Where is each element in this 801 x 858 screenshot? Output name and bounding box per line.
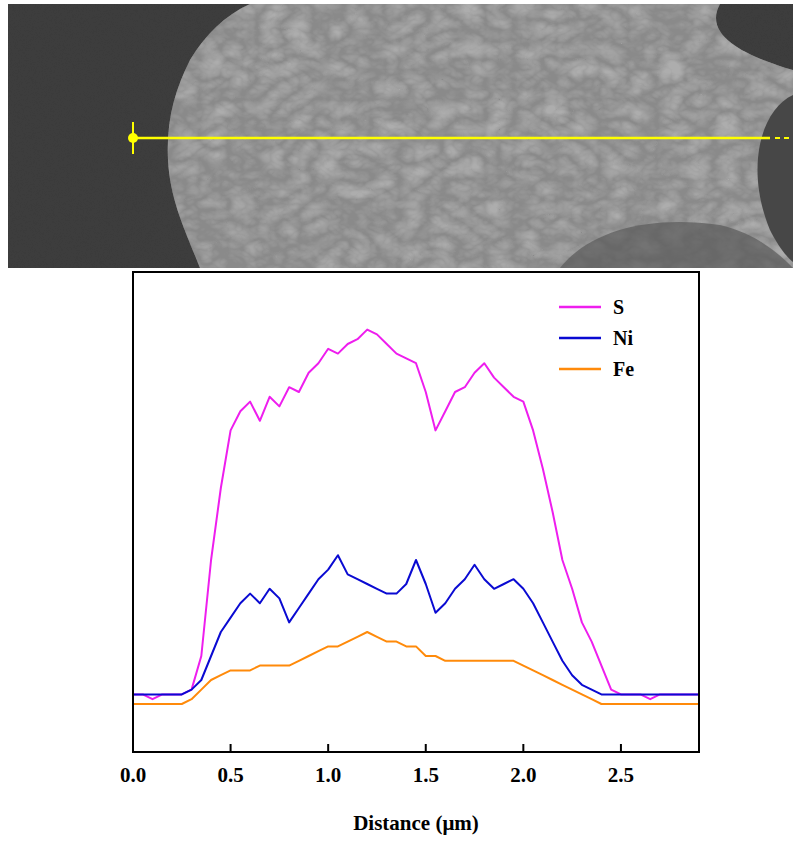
x-tick [620, 744, 622, 752]
x-tick [132, 744, 134, 752]
x-tick-label: 1.5 [413, 763, 439, 787]
legend-swatch [559, 368, 601, 371]
x-tick-label: 2.5 [608, 763, 634, 787]
x-axis-title: Distance (μm) [353, 811, 479, 835]
scan-line-tail [775, 137, 790, 139]
plot-frame [133, 272, 699, 752]
x-tick-label: 0.5 [217, 763, 243, 787]
x-tick-label: 2.0 [510, 763, 536, 787]
scan-line [133, 137, 770, 140]
x-tick-label: 0.0 [120, 763, 146, 787]
x-tick [522, 744, 524, 752]
legend-label: Ni [613, 327, 633, 349]
scan-start-dot [128, 133, 138, 143]
x-tick [327, 744, 329, 752]
line-ni [133, 555, 699, 694]
sem-image [8, 4, 793, 268]
legend-swatch [559, 337, 601, 340]
x-tick [425, 744, 427, 752]
line-s [133, 330, 699, 700]
figure: 0.0 0.5 1.0 1.5 2.0 2.5 Distance (μm) S Ni Fe [0, 0, 801, 858]
legend-swatch [559, 306, 601, 309]
legend-label: S [613, 296, 624, 318]
legend-label: Fe [613, 358, 634, 380]
line-fe [133, 632, 699, 704]
x-tick [230, 744, 232, 752]
plot-lines [133, 330, 699, 704]
x-tick-label: 1.0 [315, 763, 341, 787]
legend: S Ni Fe [559, 296, 634, 380]
